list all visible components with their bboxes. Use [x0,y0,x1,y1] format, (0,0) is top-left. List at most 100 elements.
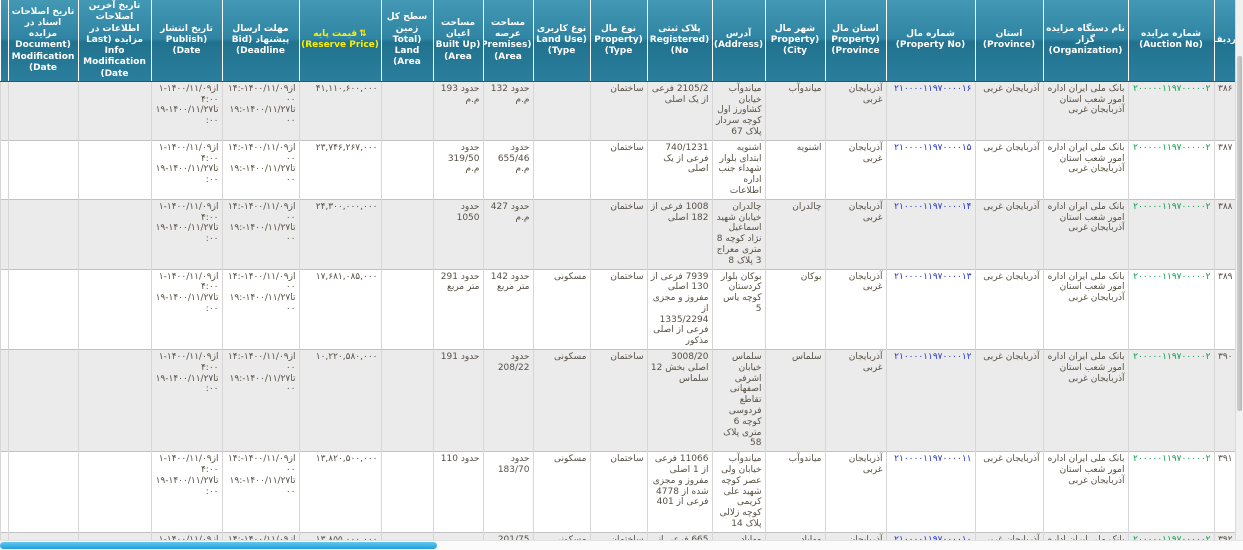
cell-doc-modification [7,140,78,200]
col-header-edge[interactable] [0,0,8,82]
cell-property-city: اشنویه [764,140,825,200]
table-row: ۳۹۱ ۲۰۰۰۰۰۱۱۹۷۰۰۰۰۰۲ بانک ملی ایران اداره … [0,451,1236,533]
cell-address: اشنویه ابتدای بلوار شهداء جنب اداره اطلا… [711,140,765,200]
cell-reserve-price: ۱۰,۲۲۰,۵۸۰,۰۰۰ [298,349,381,452]
cell-province: آذربایجان غربی [974,199,1043,269]
col-header-address[interactable]: آدرس (Address) [711,0,765,82]
cell-province: آذربایجان غربی [974,140,1043,200]
cell-property-type: ساختمان [589,81,647,141]
col-header-total-land-area[interactable]: سطح کل زمین (Total Land Area) [380,0,433,82]
col-header-land-use[interactable]: نوع کاربری (Land Use Type) [532,0,590,82]
table-row: ۳۹۰ ۲۰۰۰۰۰۱۱۹۷۰۰۰۰۰۲ بانک ملی ایران اداره … [0,349,1236,452]
cell-premises-area: 201/75 [482,532,533,541]
cell-total-land-area [380,532,433,541]
auction-no-link[interactable]: ۲۰۰۰۰۰۱۱۹۷۰۰۰۰۰۲ [1133,271,1211,282]
horizontal-scrollbar-thumb[interactable] [0,542,437,549]
cell-edge [0,199,8,269]
cell-province: آذربایجان غربی [974,349,1043,452]
auction-no-link[interactable]: ۲۰۰۰۰۰۱۱۹۷۰۰۰۰۰۲ [1133,142,1211,153]
cell-bid-deadline: از۱۴۰۰/۱۱/۰۹-۱۴:۰۰ تا۱۴۰۰/۱۱/۲۷-۱۹:۰۰ [221,81,299,141]
col-header-doc-modification[interactable]: تاریخ اصلاحات اسناد در مزایده (Document … [7,0,78,82]
cell-property-type: ساختمان [589,451,647,533]
property-no-link[interactable]: ۲۱۰۰۰۰۱۱۹۷۰۰۰۰۱۵ [894,142,972,153]
cell-property-province: آذربایجان غربی [824,451,886,533]
property-no-link[interactable]: ۲۱۰۰۰۰۱۱۹۷۰۰۰۰۱۴ [894,201,972,212]
cell-property-no: ۲۱۰۰۰۰۱۱۹۷۰۰۰۰۱۴ [885,199,975,269]
cell-row-no: ۳۹۱ [1213,451,1236,533]
cell-doc-modification [7,349,78,452]
cell-organization: بانک ملی ایران اداره امور شعب استان آذرب… [1042,140,1128,200]
property-no-link[interactable]: ۲۱۰۰۰۰۱۱۹۷۰۰۰۰۱۲ [894,352,972,363]
col-header-last-info-modification[interactable]: تاریخ آخرین اصلاحات اطلاعات در مزایده (L… [77,0,151,82]
col-header-organization[interactable]: نام دستگاه مزایده گزار (Organization) [1042,0,1128,82]
auction-no-link[interactable]: ۲۰۰۰۰۰۱۱۹۷۰۰۰۰۰۲ [1133,454,1211,465]
col-header-property-no[interactable]: شماره مال (Property No) [885,0,975,82]
col-header-row-no[interactable]: ردیف [1213,0,1236,82]
table-body: ۳۸۶ ۲۰۰۰۰۰۱۱۹۷۰۰۰۰۰۲ بانک ملی ایران اداره … [0,81,1236,541]
cell-doc-modification [7,269,78,350]
cell-reserve-price: ۱۳,۸۲۰,۵۰۰,۰۰۰ [298,451,381,533]
cell-publish-date: از۱۴۰۰/۱۱/۰۹-۱۴:۰۰ تا۱۴۰۰/۱۱/۲۷-۱۹:۰۰ [150,81,222,141]
cell-address: چالدران خیابان شهید اسماعیل نژاد کوچه 8 … [711,199,765,269]
property-no-link[interactable]: ۲۱۰۰۰۰۱۱۹۷۰۰۰۰۱۳ [894,271,972,282]
cell-publish-date: از۱۴۰۰/۱۱/۰۹-۱۴:۰۰ تا۱۴۰۰/۱۱/۲۷-۱۹:۰۰ [150,451,222,533]
cell-publish-date: از۱۴۰۰/۱۱/۰۹-۱۴:۰۰ تا۱۴۰۰/۱۱/۲۷-۱۹:۰۰ [150,532,222,541]
table-row: ۳۸۷ ۲۰۰۰۰۰۱۱۹۷۰۰۰۰۰۲ بانک ملی ایران اداره … [0,140,1236,200]
col-header-property-city[interactable]: شهر مال (Property City) [764,0,825,82]
col-header-built-area[interactable]: مساحت اعیان (Built Up Area) [432,0,483,82]
cell-auction-no: ۲۰۰۰۰۰۱۱۹۷۰۰۰۰۰۲ [1127,140,1214,200]
cell-registered-no: 740/1231 فرعی از یک اصلی [646,140,712,200]
cell-premises-area: حدود 208/22 [482,349,533,452]
property-no-link[interactable]: ۲۱۰۰۰۰۱۱۹۷۰۰۰۰۱۰ [894,534,972,541]
cell-publish-date: از۱۴۰۰/۱۱/۰۹-۱۴:۰۰ تا۱۴۰۰/۱۱/۲۷-۱۹:۰۰ [150,349,222,452]
cell-property-no: ۲۱۰۰۰۰۱۱۹۷۰۰۰۰۱۵ [885,140,975,200]
cell-total-land-area [380,199,433,269]
cell-organization: بانک ملی ایران اداره امور شعب استان آذرب… [1042,269,1128,350]
property-no-link[interactable]: ۲۱۰۰۰۰۱۱۹۷۰۰۰۰۱۶ [894,83,972,94]
cell-property-type: ساختمان [589,349,647,452]
vertical-scrollbar-thumb[interactable] [1237,56,1242,411]
cell-edge [0,269,8,350]
auction-no-link[interactable]: ۲۰۰۰۰۰۱۱۹۷۰۰۰۰۰۲ [1133,201,1211,212]
cell-bid-deadline: از۱۴۰۰/۱۱/۰۹-۱۴:۰۰ تا۱۴۰۰/۱۱/۲۷-۱۹:۰۰ [221,140,299,200]
cell-address: میاندوآب خیابان کشاورز اول کوچه سردار پل… [711,81,765,141]
cell-total-land-area [380,451,433,533]
cell-publish-date: از۱۴۰۰/۱۱/۰۹-۱۴:۰۰ تا۱۴۰۰/۱۱/۲۷-۱۹:۰۰ [150,269,222,350]
col-header-bid-deadline[interactable]: مهلت ارسال پیشنهاد (Bid Deadline) [221,0,299,82]
cell-row-no: ۳۹۰ [1213,349,1236,452]
vertical-scrollbar[interactable] [1235,0,1243,541]
col-header-reserve-price[interactable]: ⇅قیمت پایه (Reserve Price) [298,0,381,82]
cell-registered-no: 665 فرعی از 373 فرعی از 1960 اصلی بخش 15… [646,532,712,541]
col-header-property-province[interactable]: استان مال (Property Province) [824,0,886,82]
cell-registered-no: 11066 فرعی از 1 اصلی مفروز و مجزی شده از… [646,451,712,533]
auction-no-link[interactable]: ۲۰۰۰۰۰۱۱۹۷۰۰۰۰۰۲ [1133,534,1211,541]
cell-doc-modification [7,81,78,141]
table-row: ۳۸۶ ۲۰۰۰۰۰۱۱۹۷۰۰۰۰۰۲ بانک ملی ایران اداره … [0,81,1236,141]
cell-edge [0,451,8,533]
sort-icon[interactable]: ⇅ [359,29,367,40]
horizontal-scrollbar[interactable] [0,540,1243,550]
cell-premises-area: حدود 142 متر مربع [482,269,533,350]
cell-property-type: ساختمان [589,532,647,541]
cell-land-use [532,199,590,269]
cell-row-no: ۳۹۲ [1213,532,1236,541]
col-header-premises-area[interactable]: مساحت عرصه (Premises Area) [482,0,533,82]
auction-no-link[interactable]: ۲۰۰۰۰۰۱۱۹۷۰۰۰۰۰۲ [1133,83,1211,94]
col-header-auction-no[interactable]: شماره مزایده (Auction No) [1127,0,1214,82]
cell-property-no: ۲۱۰۰۰۰۱۱۹۷۰۰۰۰۱۱ [885,451,975,533]
cell-organization: بانک ملی ایران اداره امور شعب استان آذرب… [1042,199,1128,269]
cell-last-info-modification [77,140,151,200]
col-header-property-type[interactable]: نوع مال (Property Type) [589,0,647,82]
col-header-province[interactable]: استان (Province) [974,0,1043,82]
cell-reserve-price: ۱۷,۶۸۱,۰۸۵,۰۰۰ [298,269,381,350]
cell-auction-no: ۲۰۰۰۰۰۱۱۹۷۰۰۰۰۰۲ [1127,81,1214,141]
cell-property-no: ۲۱۰۰۰۰۱۱۹۷۰۰۰۰۱۳ [885,269,975,350]
cell-edge [0,140,8,200]
auction-no-link[interactable]: ۲۰۰۰۰۰۱۱۹۷۰۰۰۰۰۲ [1133,352,1211,363]
cell-premises-area: حدود 427 م.م [482,199,533,269]
cell-reserve-price: ۱۳,۸۵۵,۰۰۰,۰۰۰ [298,532,381,541]
property-no-link[interactable]: ۲۱۰۰۰۰۱۱۹۷۰۰۰۰۱۱ [894,454,972,465]
cell-registered-no: 2105/2 فرعی از یک اصلی [646,81,712,141]
col-header-registered-no[interactable]: پلاک ثبتی (Registered No) [646,0,712,82]
col-header-publish-date[interactable]: تاریخ انتشار (Publish Date) [150,0,222,82]
